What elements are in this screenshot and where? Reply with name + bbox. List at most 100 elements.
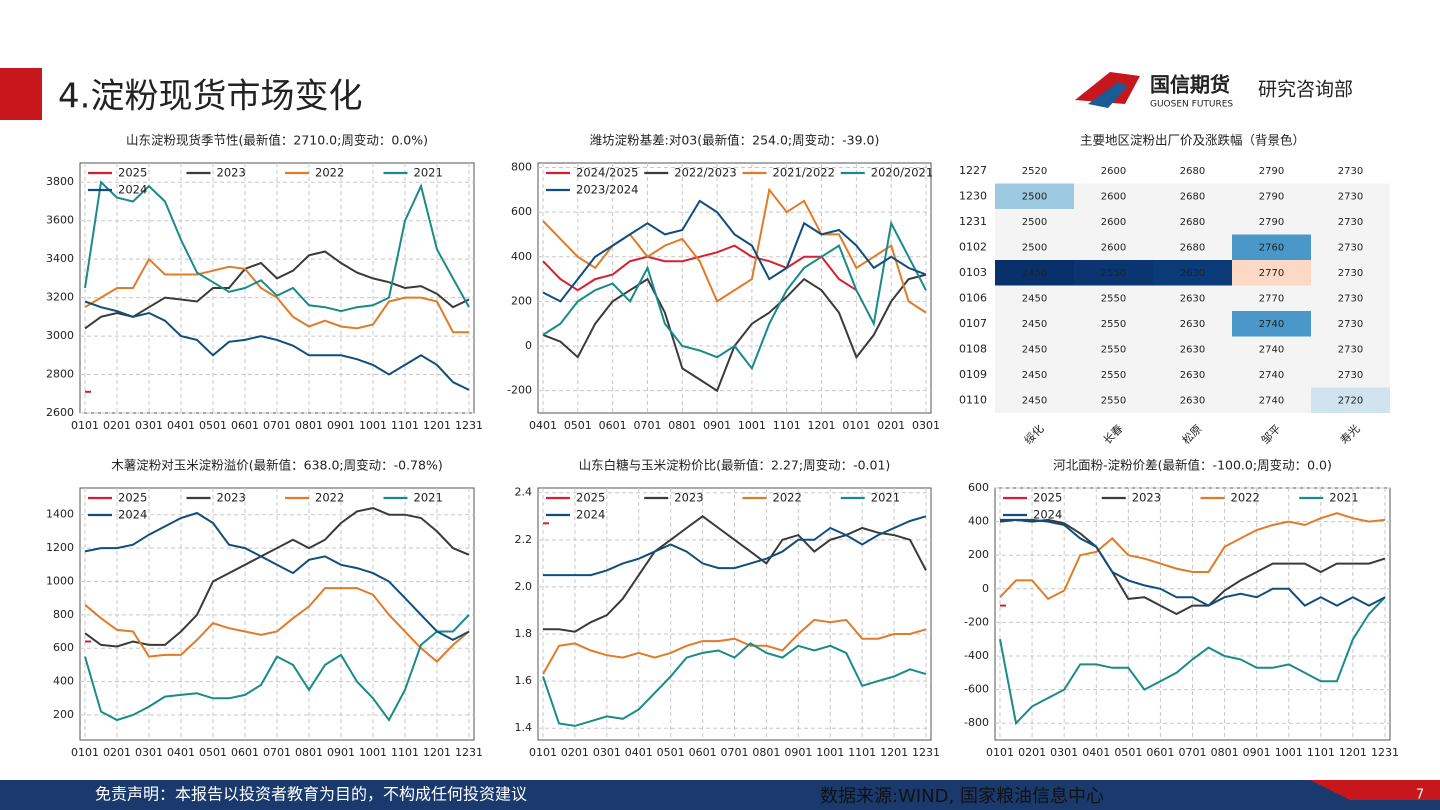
y-tick-label: 1.8: [515, 627, 533, 640]
y-tick-label: 200: [53, 708, 74, 721]
column-label: 长春: [1101, 422, 1126, 447]
y-tick-label: 2.0: [515, 580, 533, 593]
heat-cell: [1232, 158, 1311, 184]
cell-value: 2500: [1022, 242, 1047, 253]
x-tick-label: 0601: [231, 746, 259, 759]
y-tick-label: 800: [511, 160, 532, 173]
row-label: 0110: [959, 393, 987, 406]
x-tick-label: 0201: [877, 419, 905, 432]
series-line: [1000, 518, 1386, 607]
legend-label: 2023: [674, 491, 703, 505]
x-tick-label: 0301: [1050, 746, 1078, 759]
cell-value: 2550: [1101, 268, 1126, 279]
x-tick-label: 0201: [561, 746, 589, 759]
cell-value: 2730: [1338, 370, 1363, 381]
x-tick-label: 0901: [327, 746, 355, 759]
heat-cell: [1232, 260, 1311, 286]
x-tick-label: 0701: [633, 419, 661, 432]
x-tick-label: 0101: [529, 746, 557, 759]
logo-shape: [1088, 82, 1128, 108]
series-line: [542, 642, 927, 727]
heat-cell: [995, 209, 1074, 235]
series-line: [542, 187, 927, 314]
series-line: [999, 512, 1386, 601]
x-tick-label: 0301: [912, 419, 940, 432]
heat-cell: [995, 183, 1074, 209]
y-tick-label: 0: [982, 582, 989, 595]
y-tick-label: -200: [964, 615, 989, 628]
x-tick-label: 0501: [657, 746, 685, 759]
heat-cell: [1311, 260, 1390, 286]
cell-value: 2450: [1022, 344, 1047, 355]
x-tick-label: 1001: [359, 419, 387, 432]
x-tick-label: 1101: [391, 419, 419, 432]
series-line: [84, 300, 470, 391]
legend-label: 2021: [1329, 491, 1358, 505]
x-tick-label: 1101: [848, 746, 876, 759]
cell-value: 2630: [1180, 344, 1205, 355]
heat-cell: [1153, 209, 1232, 235]
x-tick-label: 0201: [1018, 746, 1046, 759]
series-line: [84, 257, 469, 334]
cell-value: 2450: [1022, 370, 1047, 381]
legend-label: 2021: [414, 166, 443, 180]
y-tick-label: 1.4: [515, 721, 533, 734]
chart-title: 木薯淀粉对玉米淀粉溢价(最新值：638.0;周变动：-0.78%): [111, 458, 442, 473]
heat-cell: [995, 158, 1074, 184]
heat-cell: [1232, 336, 1311, 362]
series-line: [84, 511, 470, 642]
y-tick-label: 600: [511, 205, 532, 218]
x-tick-label: 0401: [167, 419, 195, 432]
x-tick-label: 0501: [564, 419, 592, 432]
x-tick-label: 0101: [71, 746, 99, 759]
cell-value: 2730: [1338, 217, 1363, 228]
x-tick-label: 0601: [599, 419, 627, 432]
heat-cell: [1074, 311, 1153, 337]
heat-cell: [1311, 234, 1390, 260]
cell-value: 2600: [1101, 166, 1126, 177]
cell-value: 2680: [1180, 191, 1205, 202]
footer-accent: [1310, 780, 1440, 800]
series-line: [84, 614, 470, 722]
heat-cell: [1311, 285, 1390, 311]
x-tick-label: 0901: [327, 419, 355, 432]
heat-cell: [995, 311, 1074, 337]
cell-value: 2630: [1180, 268, 1205, 279]
cell-value: 2630: [1180, 395, 1205, 406]
heat-cell: [995, 260, 1074, 286]
y-tick-label: 3000: [46, 329, 74, 342]
heat-cell: [1311, 158, 1390, 184]
y-tick-label: 600: [53, 641, 74, 654]
row-label: 0102: [959, 240, 987, 253]
x-tick-label: 0901: [784, 746, 812, 759]
chart-title: 山东淀粉现货季节性(最新值：2710.0;周变动：0.0%): [126, 133, 428, 148]
x-tick-label: 0401: [167, 746, 195, 759]
slide-title: 4.淀粉现货市场变化: [58, 77, 362, 117]
x-tick-label: 0401: [529, 419, 557, 432]
heat-cell: [1232, 183, 1311, 209]
x-tick-label: 0501: [199, 419, 227, 432]
cell-value: 2630: [1180, 370, 1205, 381]
heat-cell: [1153, 183, 1232, 209]
row-label: 0109: [959, 368, 987, 381]
y-tick-label: 400: [53, 675, 74, 688]
x-tick-label: 0901: [1243, 746, 1271, 759]
legend-label: 2022: [1231, 491, 1260, 505]
dept: 研究咨询部: [1258, 79, 1353, 101]
cell-value: 2730: [1338, 319, 1363, 330]
series-line: [542, 244, 857, 292]
heat-cell: [1311, 311, 1390, 337]
row-label: 0103: [959, 266, 987, 279]
series-line: [84, 506, 470, 648]
y-tick-label: 3800: [46, 175, 74, 188]
column-label: 寿光: [1337, 422, 1362, 447]
cell-value: 2550: [1101, 395, 1126, 406]
legend-label: 2023: [217, 166, 246, 180]
y-tick-label: 400: [968, 515, 989, 528]
cell-value: 2450: [1022, 293, 1047, 304]
y-tick-label: -400: [964, 649, 989, 662]
cell-value: 2720: [1338, 395, 1363, 406]
column-label: 邹平: [1259, 422, 1284, 447]
column-label: 松原: [1179, 422, 1204, 447]
x-tick-label: 1201: [423, 746, 451, 759]
